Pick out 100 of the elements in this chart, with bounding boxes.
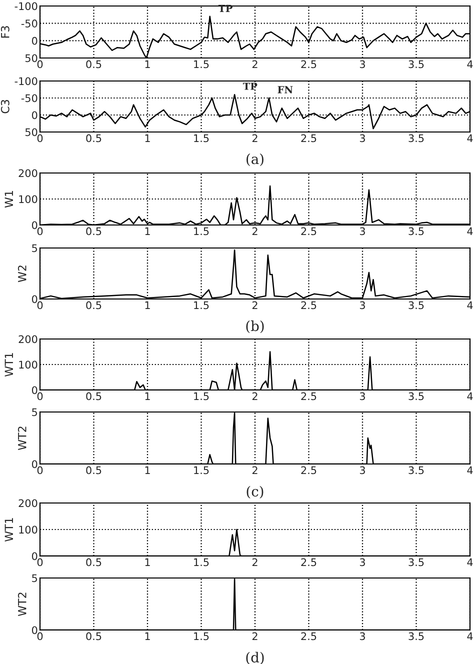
y-axis-title: W1 [4,191,13,208]
x-tick-label: 1.5 [194,60,209,68]
x-tick-label: 2.5 [301,60,316,68]
text: (c) [246,486,264,499]
x-tick-label: 0.5 [86,227,102,236]
x-tick-label: 3 [360,227,365,236]
y-tick-label: 200 [18,335,38,344]
x-tick-label: 3.5 [408,301,424,310]
y-tick-label: 0 [32,111,38,120]
y-tick-label: 200 [18,499,38,508]
x-tick-label: 4 [467,301,473,309]
y-tick-label: -100 [14,77,38,86]
x-tick-label: 1 [145,134,150,142]
y-tick-label: 0 [32,386,38,394]
x-tick-label: 3 [360,134,365,142]
x-tick-label: 1.5 [194,134,209,142]
y-tick-label: 0 [32,295,38,304]
y-tick-label: 0 [32,221,38,230]
x-tick-label: 2.5 [301,134,316,142]
x-tick-label: 3 [360,301,365,310]
y-tick-label: 5 [32,244,38,252]
x-tick-label: 2.5 [301,392,316,400]
x-tick-label: 1.5 [194,632,209,640]
annotation: FN [278,86,293,94]
x-tick-label: 2 [252,466,258,474]
x-tick-label: 1 [145,558,150,566]
y-tick-label: 0 [32,36,38,45]
x-tick-label: 1 [145,60,150,68]
x-tick-label: 3.5 [408,60,424,68]
x-tick-label: 1.5 [194,466,209,474]
x-tick-label: 2.5 [301,227,316,236]
y-tick-label: 5 [32,408,38,416]
x-tick-label: 4 [467,632,473,640]
x-tick-label: 4 [467,60,473,68]
y-axis-title: C3 [0,100,10,114]
x-tick-label: 2.5 [301,301,316,310]
y-axis-title: WT2 [18,426,26,450]
annotation: TP [243,82,258,90]
x-tick-label: 3 [360,558,365,566]
x-tick-label: 2.5 [301,466,316,474]
x-tick-label: 3.5 [408,227,424,236]
x-tick-label: 2 [252,134,258,142]
x-tick-label: 1 [145,466,150,474]
x-tick-label: 3 [360,632,365,640]
x-tick-label: 4 [467,466,473,474]
x-tick-label: 2 [252,301,258,309]
x-tick-label: 0.5 [86,632,102,640]
x-tick-label: 0.5 [86,60,102,68]
x-tick-label: 2 [252,632,258,640]
x-tick-label: 4 [467,227,473,235]
y-tick-label: 100 [19,195,38,204]
x-tick-label: 0.5 [86,392,102,400]
text: (b) [246,320,264,334]
y-axis-title: W2 [18,266,26,282]
x-tick-label: 0.5 [86,134,102,142]
x-tick-label: 3 [360,60,365,68]
x-tick-label: 2 [252,227,258,235]
y-tick-label: 50 [25,54,38,62]
y-tick-label: -100 [14,2,38,10]
x-tick-label: 0.5 [86,466,102,474]
y-tick-label: 50 [25,128,38,136]
x-tick-label: 3.5 [408,632,424,640]
y-tick-label: 0 [32,626,38,634]
x-tick-label: 3.5 [408,392,424,400]
x-tick-label: 2 [252,60,258,68]
x-tick-label: 1.5 [194,392,209,400]
y-tick-label: 0 [32,460,38,468]
x-tick-label: 1.5 [194,301,209,310]
x-tick-label: 2 [252,392,258,400]
x-tick-label: 1.5 [194,558,209,566]
x-tick-label: 4 [467,392,473,400]
x-tick-label: 3.5 [408,134,424,142]
x-tick-label: 2.5 [301,558,316,566]
x-tick-label: 4 [467,134,473,142]
x-tick-label: 3 [360,466,365,474]
y-axis-title: F3 [0,26,10,38]
y-tick-label: 5 [32,574,38,582]
text: (a) [246,153,264,166]
y-axis-title: WT1 [4,353,13,377]
annotation: TP [218,4,232,12]
x-tick-label: 2 [252,558,258,566]
y-tick-label: 100 [19,526,38,534]
x-tick-label: 3.5 [408,466,424,474]
y-axis-title: WT2 [18,592,26,616]
x-tick-label: 3.5 [408,558,424,566]
x-tick-label: 1 [145,632,150,640]
y-tick-label: -50 [21,94,38,102]
y-tick-label: -50 [21,20,38,28]
y-tick-label: 100 [19,360,38,369]
x-tick-label: 1 [145,392,150,400]
y-tick-label: 0 [32,552,38,560]
x-tick-label: 3 [360,392,365,400]
x-tick-label: 0.5 [86,301,102,310]
y-axis-title: WT1 [4,518,13,542]
x-tick-label: 1.5 [194,227,209,236]
x-tick-label: 0.5 [86,558,102,566]
x-tick-label: 1 [145,227,150,235]
x-tick-label: 4 [467,558,473,566]
x-tick-label: 2.5 [301,632,316,640]
x-tick-label: 1 [145,301,150,309]
